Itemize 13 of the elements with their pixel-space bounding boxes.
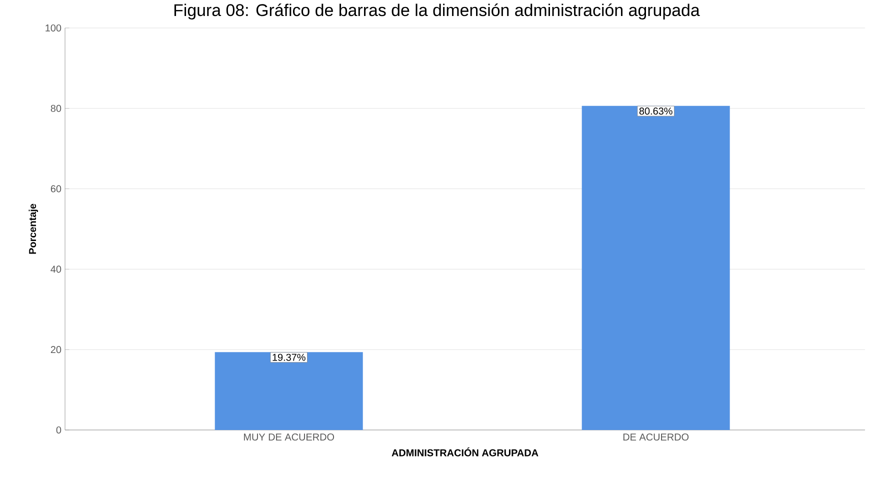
y-tick-label: 60: [50, 185, 62, 192]
x-tick-label: MUY DE ACUERDO: [244, 434, 334, 441]
y-tick-label: 100: [46, 24, 62, 32]
y-tick-label: 20: [50, 346, 62, 354]
y-tick-label: 0: [56, 426, 62, 434]
y-tick-label: 40: [50, 266, 62, 273]
x-tick-label: DE ACUERDO: [623, 434, 689, 441]
x-axis-title: ADMINISTRACIÓN AGRUPADA: [392, 447, 538, 456]
y-axis-title: Porcentaje: [28, 204, 38, 254]
data-label: 19.37%: [272, 354, 306, 361]
chart-title: Figura 08: Gráfico de barras de la dimensión administración agrupada: [174, 4, 700, 20]
y-tick-label: 80: [50, 104, 62, 112]
data-label: 80.63%: [639, 108, 672, 115]
